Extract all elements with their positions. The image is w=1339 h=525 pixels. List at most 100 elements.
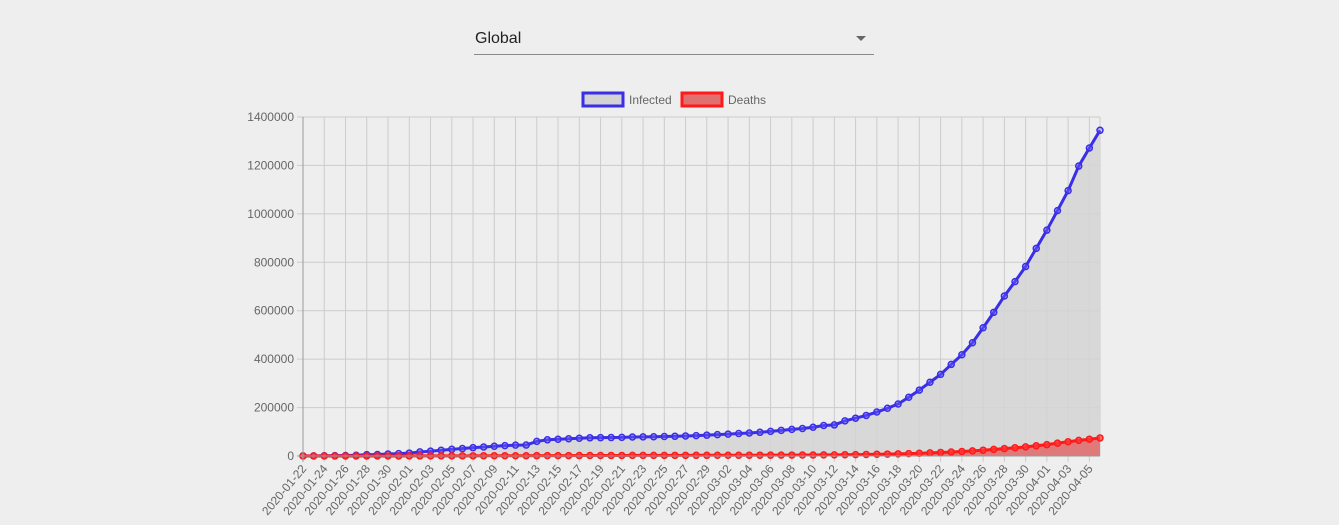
data-point-infected: [788, 425, 796, 434]
data-point-infected: [904, 393, 913, 402]
data-point-infected: [1053, 206, 1062, 215]
data-point-infected: [703, 431, 711, 439]
chart-legend: Infected Deaths: [581, 91, 766, 108]
data-point-infected: [830, 421, 839, 429]
data-point-infected: [660, 432, 669, 441]
data-point-deaths: [904, 449, 913, 458]
data-point-infected: [533, 437, 541, 446]
data-point-infected: [734, 429, 743, 438]
data-point-infected: [713, 430, 722, 439]
y-tick-label: 600000: [254, 304, 294, 318]
y-tick-label: 1000000: [247, 207, 294, 221]
data-point-deaths: [830, 451, 839, 459]
y-tick-label: 400000: [254, 352, 294, 366]
data-point-infected: [809, 423, 817, 432]
data-point-infected: [777, 426, 785, 435]
data-point-deaths: [851, 450, 860, 459]
data-point-infected: [628, 433, 637, 441]
data-point-infected: [554, 435, 562, 444]
data-point-infected: [458, 444, 467, 453]
data-point-deaths: [1053, 439, 1062, 447]
data-point-deaths: [756, 451, 764, 459]
data-point-infected: [522, 441, 530, 449]
data-point-deaths: [958, 447, 966, 456]
data-point-deaths: [915, 449, 924, 458]
data-point-infected: [639, 433, 647, 441]
data-point-infected: [862, 411, 870, 420]
data-point-infected: [511, 441, 520, 449]
data-point-deaths: [596, 451, 605, 460]
data-point-infected: [479, 443, 488, 451]
data-point-infected: [649, 432, 658, 441]
data-point-infected: [575, 434, 584, 443]
series-area-infected: [303, 130, 1100, 456]
data-point-infected: [1085, 144, 1094, 152]
data-point-infected: [448, 445, 456, 454]
y-tick-label: 1200000: [247, 158, 294, 172]
data-point-deaths: [1011, 444, 1019, 452]
data-point-infected: [501, 441, 509, 450]
series-area-deaths: [303, 437, 1100, 456]
data-point-deaths: [819, 451, 828, 459]
data-point-infected: [819, 421, 828, 430]
y-tick-label: 800000: [254, 255, 294, 269]
data-point-infected: [596, 433, 605, 442]
data-point-deaths: [968, 447, 977, 455]
data-point-deaths: [671, 451, 679, 460]
data-point-infected: [883, 404, 892, 413]
data-point-infected: [469, 443, 477, 452]
data-point-deaths: [1043, 440, 1051, 449]
data-point-deaths: [862, 450, 870, 459]
data-point-infected: [1064, 186, 1072, 195]
data-point-deaths: [703, 451, 711, 460]
data-point-infected: [851, 414, 860, 422]
data-point-infected: [841, 417, 849, 425]
data-point-infected: [979, 324, 987, 332]
data-point-infected: [989, 308, 998, 317]
data-point-deaths: [607, 451, 615, 460]
data-point-deaths: [713, 451, 722, 460]
data-point-infected: [681, 432, 690, 440]
data-point-infected: [1011, 277, 1019, 286]
data-point-deaths: [979, 446, 987, 454]
data-point-deaths: [989, 445, 998, 454]
data-point-infected: [1021, 262, 1030, 271]
chart-areas: [303, 130, 1100, 456]
series-line-infected: [302, 129, 1102, 458]
data-point-deaths: [745, 451, 754, 459]
data-point-infected: [1000, 292, 1009, 300]
y-tick-label: 200000: [254, 401, 294, 415]
data-point-infected: [958, 351, 966, 359]
data-point-infected: [692, 431, 700, 440]
data-point-deaths: [841, 450, 849, 459]
data-point-infected: [936, 370, 945, 379]
data-point-infected: [543, 436, 552, 444]
data-point-infected: [618, 433, 626, 442]
y-axis: 0 200000 400000 600000 800000 1000000 1200000 1…: [247, 110, 304, 463]
data-point-infected: [671, 432, 679, 441]
data-point-deaths: [788, 451, 796, 459]
data-point-deaths: [639, 451, 647, 460]
data-point-deaths: [681, 451, 690, 460]
data-point-deaths: [777, 451, 785, 459]
legend-swatch-infected: [581, 91, 625, 108]
data-point-infected: [873, 408, 881, 416]
data-point-infected: [894, 400, 902, 408]
data-point-deaths: [1064, 438, 1072, 446]
legend-label-deaths: Deaths: [728, 93, 766, 107]
data-point-deaths: [926, 449, 934, 457]
data-point-infected: [926, 378, 934, 387]
y-tick-label: 1400000: [247, 110, 294, 124]
data-point-deaths: [766, 451, 775, 459]
data-point-infected: [1074, 162, 1083, 170]
region-select[interactable]: Global: [474, 24, 874, 55]
chevron-down-icon: [856, 36, 866, 41]
data-point-infected: [1096, 126, 1104, 135]
data-point-deaths: [809, 451, 817, 459]
data-point-deaths: [1096, 434, 1104, 442]
data-point-infected: [756, 428, 764, 437]
data-point-infected: [1043, 226, 1051, 234]
data-point-deaths: [724, 451, 732, 460]
y-tick-label: 0: [287, 449, 294, 463]
legend-label-infected: Infected: [629, 93, 672, 107]
